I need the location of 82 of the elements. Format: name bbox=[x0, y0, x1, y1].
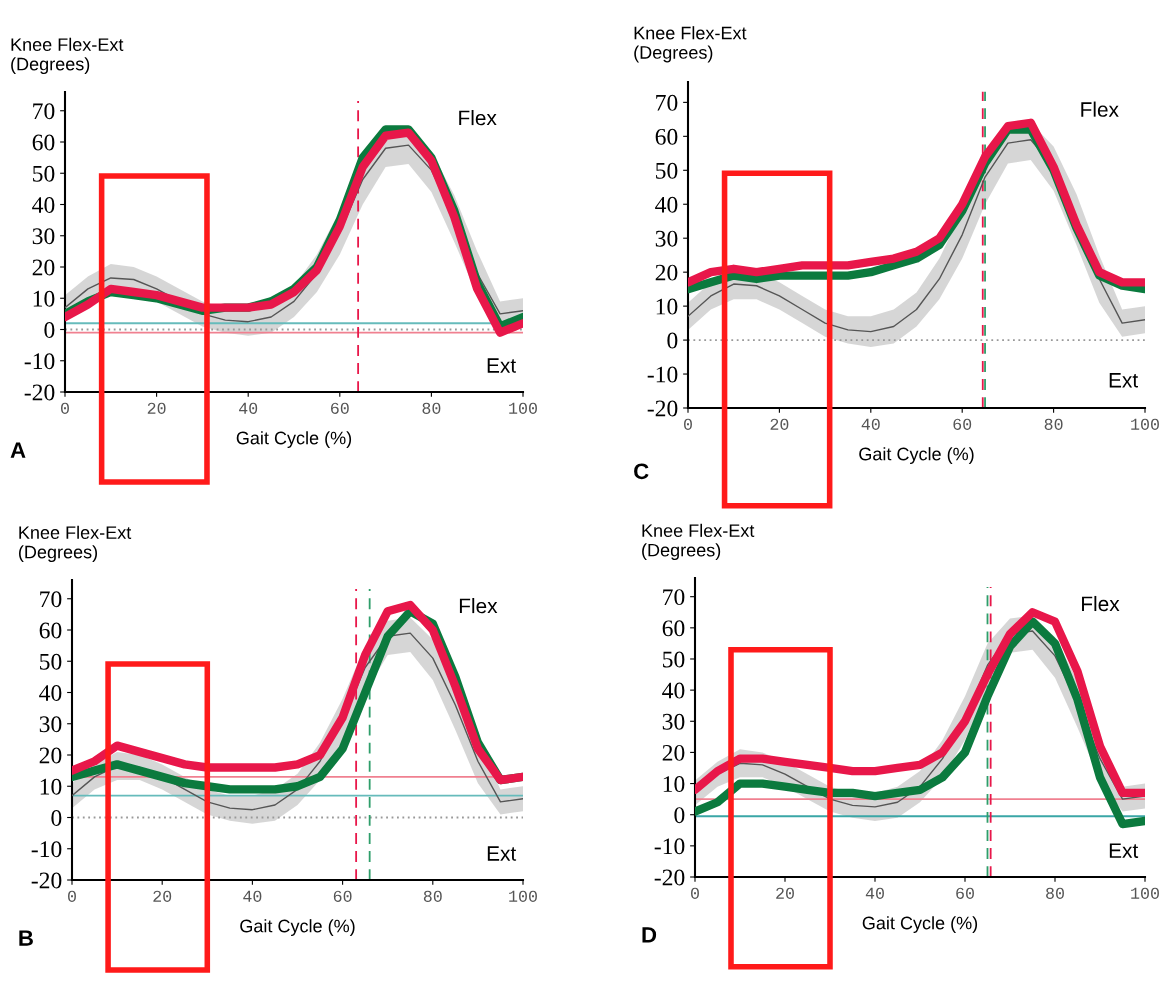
x-tick-label: 100 bbox=[509, 402, 537, 414]
y-tick-label: 0 bbox=[674, 807, 685, 824]
y-tick-label: 0 bbox=[667, 332, 678, 349]
text: B bbox=[19, 930, 33, 946]
x-axis-title: Gait Cycle (%) bbox=[859, 447, 974, 464]
y-tick-label: 30 bbox=[39, 716, 62, 733]
annotation: Flex bbox=[1081, 101, 1119, 117]
y-tick-label: 70 bbox=[40, 591, 62, 608]
x-tick-label: 80 bbox=[422, 402, 441, 414]
x-tick-label: 0 bbox=[68, 890, 76, 902]
x-tick-label: 100 bbox=[509, 890, 537, 902]
annotation: Ext bbox=[1109, 373, 1138, 388]
annotation: Flex bbox=[1082, 595, 1120, 612]
y-tick-label: -10 bbox=[31, 841, 62, 858]
x-tick-label: 80 bbox=[423, 890, 442, 902]
y-tick-label: 30 bbox=[662, 713, 685, 730]
y-tick-label: 50 bbox=[40, 653, 62, 670]
y-tick-label: 30 bbox=[32, 228, 55, 245]
y-tick-label: 40 bbox=[32, 196, 55, 213]
y-tick-label: -10 bbox=[654, 838, 685, 855]
y-tick-label: 70 bbox=[33, 103, 55, 120]
y-tick-label: -10 bbox=[647, 366, 678, 383]
y-tick-label: 60 bbox=[39, 622, 62, 639]
y-tick-label: 70 bbox=[663, 589, 685, 606]
y-tick-label: -20 bbox=[31, 872, 62, 889]
x-tick-label: 20 bbox=[770, 418, 789, 430]
y-tick-label: 20 bbox=[32, 259, 55, 276]
y-tick-label: 10 bbox=[33, 290, 55, 307]
annotation: Flex bbox=[459, 110, 497, 126]
y-tick-label: 60 bbox=[32, 134, 55, 151]
x-tick-label: 40 bbox=[865, 887, 884, 899]
y-tick-label: 10 bbox=[663, 776, 685, 792]
x-axis-title: Gait Cycle (%) bbox=[236, 431, 352, 448]
x-tick-label: 80 bbox=[1044, 418, 1063, 430]
y-tick-label: 20 bbox=[662, 744, 685, 761]
y-tick-label: 60 bbox=[662, 620, 685, 637]
x-axis-title: Gait Cycle (%) bbox=[240, 919, 355, 936]
x-tick-label: 40 bbox=[239, 402, 258, 414]
text: D bbox=[642, 927, 657, 943]
y-tick-label: 50 bbox=[33, 165, 55, 182]
x-tick-label: 40 bbox=[243, 890, 262, 902]
y-tick-label: -10 bbox=[24, 353, 55, 370]
y-tick-label: 30 bbox=[655, 230, 678, 247]
x-axis-title: Gait Cycle (%) bbox=[862, 916, 978, 933]
x-tick-label: 40 bbox=[861, 418, 880, 430]
text: C bbox=[634, 463, 649, 480]
y-tick-label: 40 bbox=[39, 684, 62, 701]
y-tick-label: 40 bbox=[662, 682, 685, 699]
x-tick-label: 60 bbox=[956, 887, 974, 899]
y-tick-label: 10 bbox=[40, 778, 62, 795]
x-tick-label: 20 bbox=[147, 402, 166, 414]
y-axis-title: Knee Flex-Ext (Degrees) bbox=[19, 525, 132, 562]
x-tick-label: 0 bbox=[691, 887, 699, 899]
y-tick-label: 0 bbox=[51, 809, 62, 826]
x-tick-label: 20 bbox=[153, 890, 172, 902]
y-tick-label: 60 bbox=[655, 128, 678, 145]
annotation: Ext bbox=[1109, 843, 1139, 858]
y-tick-label: 50 bbox=[656, 162, 678, 179]
y-tick-label: 50 bbox=[663, 651, 685, 668]
y-tick-label: 20 bbox=[39, 747, 62, 764]
x-tick-label: 60 bbox=[333, 890, 352, 902]
y-tick-label: -20 bbox=[654, 869, 685, 886]
y-tick-label: 10 bbox=[656, 298, 678, 315]
annotation: Ext bbox=[487, 846, 517, 861]
x-tick-label: 60 bbox=[953, 418, 972, 430]
x-tick-label: 80 bbox=[1046, 887, 1064, 899]
annotation: Flex bbox=[459, 598, 498, 614]
annotation: Ext bbox=[487, 358, 516, 373]
y-axis-title: Knee Flex-Ext (Degrees) bbox=[634, 26, 747, 63]
y-tick-label: 0 bbox=[44, 321, 55, 338]
y-axis-title: Knee Flex-Ext (Degrees) bbox=[11, 37, 124, 74]
x-tick-label: 20 bbox=[776, 887, 794, 899]
y-tick-label: 40 bbox=[655, 196, 678, 213]
y-tick-label: -20 bbox=[647, 400, 678, 417]
y-tick-label: -20 bbox=[24, 384, 55, 401]
x-tick-label: 100 bbox=[1131, 418, 1159, 430]
x-tick-label: 60 bbox=[331, 402, 349, 414]
y-tick-label: 70 bbox=[656, 94, 678, 111]
text: A bbox=[10, 442, 26, 458]
x-tick-label: 100 bbox=[1131, 887, 1159, 899]
y-axis-title: Knee Flex-Ext (Degrees) bbox=[642, 523, 755, 561]
y-tick-label: 20 bbox=[655, 264, 678, 281]
